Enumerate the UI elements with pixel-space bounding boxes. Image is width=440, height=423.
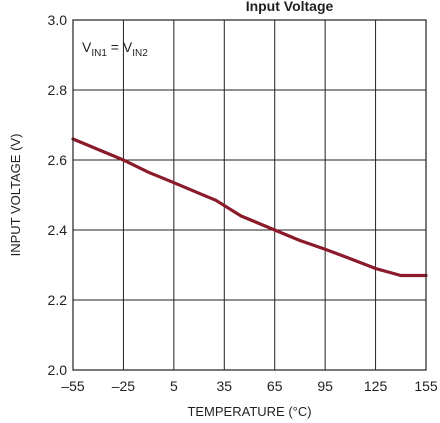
x-axis-label: TEMPERATURE (°C): [187, 404, 311, 419]
annotation-part-2: = V: [107, 39, 133, 55]
x-tick-label: –25: [112, 378, 136, 394]
x-tick-label: –55: [61, 378, 85, 394]
series-group: [71, 137, 428, 278]
chart-title: Input Voltage: [246, 0, 334, 14]
annotation-part-3: IN2: [132, 48, 148, 59]
series-line-0: [71, 137, 428, 278]
annotation-part-1: IN1: [91, 48, 107, 59]
grid: [72, 19, 427, 371]
annotation-part-0: V: [82, 39, 92, 55]
x-tick-label: 125: [364, 378, 388, 394]
y-tick-labels: 2.0 2.2 2.4 2.6 2.8 3.0: [48, 12, 68, 378]
x-tick-label: 95: [317, 378, 333, 394]
x-tick-label: 65: [267, 378, 283, 394]
y-tick-label: 2.2: [48, 292, 68, 308]
x-tick-label: 35: [216, 378, 232, 394]
y-tick-label: 2.4: [48, 222, 68, 238]
x-tick-label: 155: [414, 378, 438, 394]
y-tick-label: 2.8: [48, 82, 68, 98]
y-axis-label: INPUT VOLTAGE (V): [8, 134, 23, 257]
y-tick-label: 2.0: [48, 362, 68, 378]
condition-annotation: VIN1 = VIN2: [82, 39, 148, 59]
plot-frame: [72, 19, 427, 371]
x-tick-labels: –55 –25 5 35 65 95 125 155: [61, 378, 438, 394]
y-tick-label: 2.6: [48, 152, 68, 168]
x-tick-label: 5: [170, 378, 178, 394]
y-tick-label: 3.0: [48, 12, 68, 28]
